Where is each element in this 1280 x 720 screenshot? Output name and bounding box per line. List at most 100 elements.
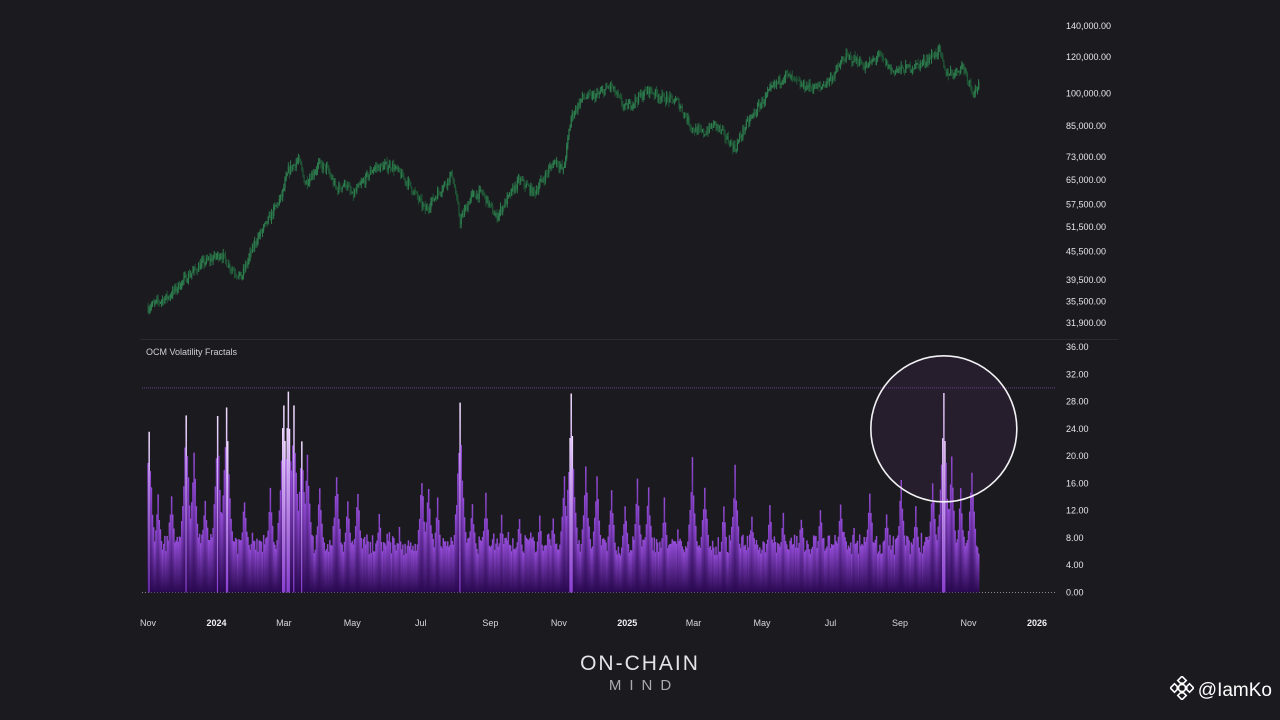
volatility-bar [334, 496, 337, 593]
price-candle-body [156, 298, 158, 301]
price-candle-body [812, 87, 814, 91]
price-candle-body [477, 193, 479, 199]
volatility-bar [872, 542, 874, 593]
price-candle-body [189, 273, 191, 278]
price-candle-body [479, 189, 481, 191]
price-candle-body [892, 70, 895, 72]
price-candle-body [267, 217, 269, 224]
volatility-bar [234, 537, 237, 593]
price-y-tick: 140,000.00 [1066, 21, 1111, 31]
price-candle-body [882, 56, 884, 59]
volatility-bar [244, 517, 247, 593]
volatility-bar [863, 536, 865, 593]
price-candle-body [150, 305, 153, 308]
price-candle-body [544, 172, 547, 182]
volatility-bar [686, 548, 688, 593]
volatility-bar [270, 512, 273, 593]
price-candle-body [159, 302, 162, 304]
volatility-bar [619, 555, 622, 593]
price-candle-body [942, 55, 944, 61]
price-candle-body [504, 200, 506, 208]
volatility-bar [945, 462, 947, 593]
volatility-bar [461, 480, 464, 593]
price-candle-body [696, 127, 698, 135]
volatility-bar [154, 541, 156, 593]
volatility-bar [714, 555, 716, 593]
volatility-bar [651, 537, 653, 593]
price-candle-body [319, 161, 321, 163]
price-candle-body [465, 206, 467, 209]
volatility-bar [919, 552, 922, 593]
volatility-bar [759, 547, 761, 593]
price-candle-body [789, 73, 791, 79]
price-candle-body [945, 69, 947, 76]
volatility-bar [149, 471, 152, 593]
volatility-bar [912, 538, 915, 593]
price-candle-body [699, 128, 701, 130]
price-candle-body [645, 90, 648, 93]
volatility-bar [479, 540, 482, 593]
price-candle-body [865, 65, 868, 67]
volatility-bar [504, 538, 506, 593]
price-candle-body [232, 269, 235, 271]
price-candle-body [320, 161, 322, 165]
price-candle-body [806, 85, 808, 90]
price-candle-body [316, 165, 319, 171]
price-candle-body [196, 271, 199, 273]
volatility-bar [358, 510, 360, 593]
price-candle-body [755, 113, 758, 115]
volatility-bar [447, 541, 449, 593]
highlight-circle [870, 355, 1018, 503]
price-candle-body [467, 203, 469, 211]
price-candle-body [868, 62, 870, 68]
volatility-bar [783, 534, 786, 593]
price-candle-body [779, 77, 781, 84]
price-candle-body [430, 201, 432, 209]
volatility-bar [594, 517, 596, 593]
volatility-bar [323, 542, 326, 593]
volatility-bar [781, 528, 783, 593]
price-candle-body [439, 192, 441, 194]
volatility-bar [395, 550, 397, 593]
volatility-bar [771, 539, 773, 593]
price-candle-body [318, 162, 320, 166]
volatility-bar [655, 539, 658, 593]
volatility-bar [915, 506, 917, 593]
price-candle-body [625, 103, 627, 105]
volatility-bar [311, 534, 313, 593]
volatility-bar [546, 534, 549, 593]
volatility-bar [539, 515, 541, 593]
volatility-bar [182, 506, 184, 593]
price-candle-body [681, 106, 683, 113]
volatility-bar [434, 532, 437, 593]
volatility-bar [226, 441, 229, 593]
price-candle-body [736, 142, 738, 150]
price-candle-body [153, 302, 155, 304]
price-candle-body [526, 184, 529, 186]
volatility-bar [895, 537, 898, 593]
volatility-bar [793, 534, 796, 593]
volatility-bar [834, 534, 836, 593]
volatility-bar [772, 543, 775, 593]
price-candle-body [360, 182, 362, 185]
price-candle-body [506, 195, 508, 205]
volatility-bar [574, 512, 577, 593]
price-candle-body [611, 82, 613, 88]
volatility-bar [549, 539, 551, 593]
price-candle-body [383, 165, 385, 170]
price-candle-body [336, 186, 338, 189]
price-candle-body [385, 162, 387, 164]
volatility-bar [186, 456, 189, 593]
volatility-bar [285, 458, 287, 593]
price-candle-body [282, 189, 284, 197]
volatility-y-tick: 16.00 [1066, 478, 1089, 488]
price-y-tick: 45,500.00 [1066, 247, 1106, 257]
volatility-bar [965, 543, 968, 593]
price-candle-body [877, 56, 879, 59]
price-candle-body [828, 78, 831, 83]
volatility-bar [250, 543, 253, 593]
price-candle-body [351, 191, 353, 194]
volatility-bar [374, 551, 376, 593]
price-candle-body [795, 77, 797, 79]
price-candle-body [157, 298, 159, 302]
